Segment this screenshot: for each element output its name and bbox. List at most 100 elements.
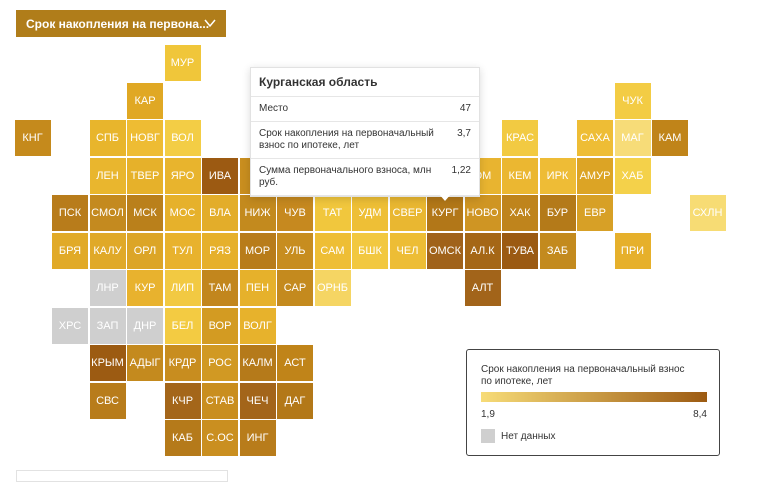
region-tile[interactable]: МОС: [164, 195, 201, 231]
region-tile[interactable]: РОС: [202, 345, 238, 381]
tooltip: Курганская область Место 47 Срок накопления…: [250, 67, 480, 197]
region-tile[interactable]: КРЫМ: [89, 345, 126, 381]
region-tile[interactable]: ЧУВ: [277, 195, 313, 231]
tooltip-value: 47: [459, 103, 471, 114]
region-tile[interactable]: БЕЛ: [164, 307, 201, 344]
region-tile[interactable]: АСТ: [277, 345, 313, 381]
region-tile[interactable]: ОМСК: [427, 232, 463, 269]
region-tile[interactable]: СМОЛ: [89, 195, 126, 231]
region-tile[interactable]: САР: [277, 270, 313, 306]
tooltip-label: Место: [259, 103, 289, 114]
tooltip-row: Сумма первоначального взноса, млн руб. 1,…: [251, 159, 479, 196]
region-tile[interactable]: БШК: [352, 232, 388, 269]
region-tile[interactable]: ЛЕН: [89, 157, 126, 194]
region-tile[interactable]: ВОР: [202, 307, 238, 344]
region-tile[interactable]: ЧУК: [614, 82, 651, 119]
legend-title: Срок накопления на первоначальный взнос …: [481, 364, 685, 387]
region-tile[interactable]: ЕВР: [577, 195, 613, 231]
region-tile[interactable]: ПЕН: [239, 270, 276, 306]
indicator-dropdown[interactable]: Срок накопления на первона...: [16, 10, 226, 37]
region-tile[interactable]: ВЛА: [202, 195, 238, 231]
legend-gradient: [481, 392, 707, 402]
region-tile[interactable]: СВС: [89, 382, 126, 419]
tooltip-label: Сумма первоначального взноса, млн руб.: [259, 165, 432, 188]
tooltip-row: Срок накопления на первоначальный взнос …: [251, 122, 479, 159]
region-tile[interactable]: ТАТ: [314, 195, 351, 231]
region-tile[interactable]: ИВА: [202, 157, 238, 194]
region-tile[interactable]: САМ: [314, 232, 351, 269]
tooltip-title: Курганская область: [251, 68, 479, 97]
region-tile[interactable]: ХРС: [52, 307, 88, 344]
legend-min: 1,9: [481, 409, 495, 420]
region-tile[interactable]: МАГ: [614, 120, 651, 156]
region-tile[interactable]: АМУР: [577, 157, 613, 194]
region-tile[interactable]: КРДР: [164, 345, 201, 381]
region-tile[interactable]: ЧЕЛ: [389, 232, 426, 269]
region-tile[interactable]: НОВО: [464, 195, 501, 231]
region-tile[interactable]: СПБ: [89, 120, 126, 156]
region-tile[interactable]: ТВЕР: [127, 157, 163, 194]
region-tile[interactable]: ХАБ: [614, 157, 651, 194]
region-tile[interactable]: КАЛМ: [239, 345, 276, 381]
no-data-label: Нет данных: [501, 431, 556, 442]
no-data-swatch: [481, 429, 495, 443]
region-tile[interactable]: КНГ: [14, 120, 51, 156]
region-tile[interactable]: КРАС: [502, 120, 538, 156]
tooltip-label: Срок накопления на первоначальный взнос …: [259, 128, 434, 151]
region-tile[interactable]: ЛИП: [164, 270, 201, 306]
region-tile[interactable]: КАЛУ: [89, 232, 126, 269]
region-tile[interactable]: ДНР: [127, 307, 163, 344]
chevron-icon: [204, 19, 216, 28]
region-tile[interactable]: ОРНБ: [314, 270, 351, 306]
region-tile[interactable]: ЯРО: [164, 157, 201, 194]
region-tile[interactable]: ВОЛ: [164, 120, 201, 156]
region-tile[interactable]: ТАМ: [202, 270, 238, 306]
region-tile[interactable]: КЕМ: [502, 157, 538, 194]
region-tile[interactable]: МОР: [239, 232, 276, 269]
region-tile[interactable]: ЗАП: [89, 307, 126, 344]
region-tile[interactable]: С.ОС: [202, 420, 238, 456]
tooltip-arrow: [439, 194, 451, 201]
region-tile[interactable]: МСК: [127, 195, 163, 231]
dropdown-label: Срок накопления на первона...: [26, 17, 210, 31]
region-tile[interactable]: ПРИ: [614, 232, 651, 269]
region-tile[interactable]: БУР: [539, 195, 576, 231]
region-tile[interactable]: КУР: [127, 270, 163, 306]
region-tile[interactable]: УДМ: [352, 195, 388, 231]
region-tile[interactable]: УЛЬ: [277, 232, 313, 269]
region-tile[interactable]: ВОЛГ: [239, 307, 276, 344]
region-tile[interactable]: СВЕР: [389, 195, 426, 231]
region-tile[interactable]: ДАГ: [277, 382, 313, 419]
region-tile[interactable]: АЛТ: [464, 270, 501, 306]
region-tile[interactable]: РЯЗ: [202, 232, 238, 269]
region-tile[interactable]: КАР: [127, 82, 163, 119]
region-tile[interactable]: ПСК: [52, 195, 88, 231]
region-tile[interactable]: АЛ.К: [464, 232, 501, 269]
region-tile[interactable]: ТУВА: [502, 232, 538, 269]
legend: Срок накопления на первоначальный взнос …: [466, 349, 720, 456]
region-tile[interactable]: ТУЛ: [164, 232, 201, 269]
region-tile[interactable]: СТАВ: [202, 382, 238, 419]
region-tile[interactable]: АДЫГ: [127, 345, 163, 381]
region-tile[interactable]: НИЖ: [239, 195, 276, 231]
region-tile[interactable]: ХАК: [502, 195, 538, 231]
region-tile[interactable]: КАМ: [652, 120, 688, 156]
region-tile[interactable]: МУР: [164, 45, 201, 81]
region-tile[interactable]: ЗАБ: [539, 232, 576, 269]
region-tile[interactable]: ИНГ: [239, 420, 276, 456]
region-tile[interactable]: САХА: [577, 120, 613, 156]
region-tile[interactable]: СХЛН: [689, 195, 726, 231]
region-tile[interactable]: НОВГ: [127, 120, 163, 156]
tooltip-value: 1,22: [451, 165, 471, 176]
region-tile[interactable]: ОРЛ: [127, 232, 163, 269]
region-tile[interactable]: ЛНР: [89, 270, 126, 306]
region-tile[interactable]: БРЯ: [52, 232, 88, 269]
region-tile[interactable]: ЧЕЧ: [239, 382, 276, 419]
region-tile[interactable]: КАБ: [164, 420, 201, 456]
region-tile[interactable]: КУРГ: [427, 195, 463, 231]
region-tile[interactable]: КЧР: [164, 382, 201, 419]
tooltip-value: 3,7: [457, 128, 471, 139]
region-tile[interactable]: ИРК: [539, 157, 576, 194]
next-panel: [16, 470, 228, 482]
